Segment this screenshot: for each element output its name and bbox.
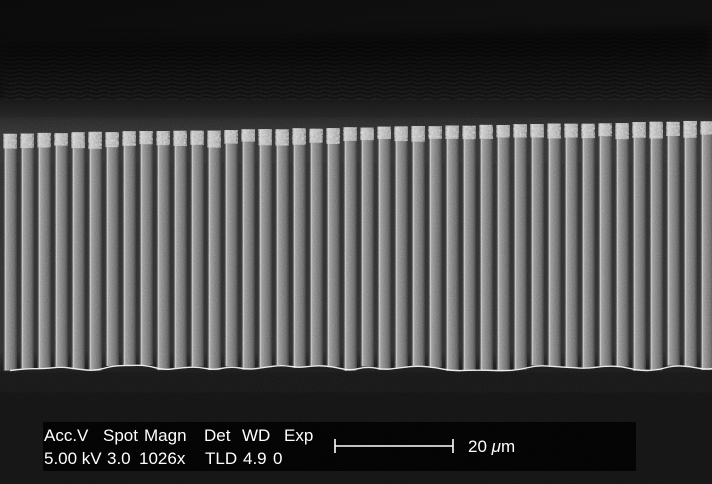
svg-text:WD: WD xyxy=(242,426,270,445)
svg-text:Magn: Magn xyxy=(144,426,187,445)
svg-text:Exp: Exp xyxy=(284,426,313,445)
svg-text:1026x: 1026x xyxy=(139,449,186,468)
svg-text:3.0: 3.0 xyxy=(107,449,131,468)
svg-text:TLD: TLD xyxy=(205,449,237,468)
svg-text:0: 0 xyxy=(273,449,282,468)
svg-text:4.9: 4.9 xyxy=(243,449,267,468)
svg-text:5.00 kV: 5.00 kV xyxy=(44,449,102,468)
svg-text:Det: Det xyxy=(204,426,231,445)
svg-text:Acc.V: Acc.V xyxy=(44,426,89,445)
svg-text:Spot: Spot xyxy=(103,426,138,445)
svg-text:20 μm: 20 μm xyxy=(468,437,515,456)
